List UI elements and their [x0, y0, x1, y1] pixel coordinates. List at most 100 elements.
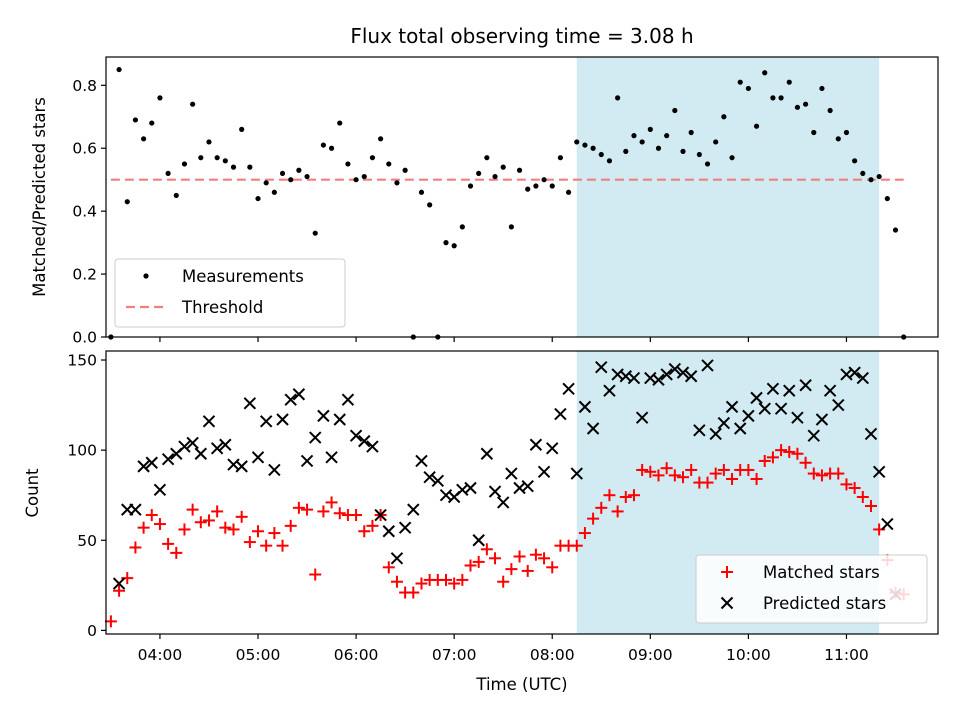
matched-star-point	[611, 505, 624, 518]
matched-star-point	[276, 539, 289, 552]
measurement-point	[762, 70, 768, 76]
matched-star-point	[660, 462, 673, 475]
matched-star-point	[726, 472, 739, 485]
predicted-star-point	[881, 517, 894, 531]
predicted-star-point	[570, 467, 583, 480]
x-tick-label: 04:00	[138, 646, 183, 664]
matched-star-point	[538, 552, 551, 565]
measurement-point	[312, 230, 318, 236]
predicted-star-point	[537, 465, 551, 478]
measurement-point	[222, 158, 228, 164]
predicted-star-point	[349, 429, 363, 442]
predicted-star-point	[276, 413, 289, 426]
measurement-point	[263, 180, 269, 186]
predicted-star-point	[578, 400, 592, 414]
predicted-star-point	[145, 456, 158, 469]
measurement-point	[451, 243, 457, 249]
matched-star-point	[219, 521, 232, 534]
y-tick-label: 0.6	[72, 140, 97, 158]
top-x-ticks	[159, 337, 848, 342]
matched-star-point	[750, 472, 763, 485]
top-panel: 0.00.20.40.60.8 Matched/Predicted stars …	[30, 56, 939, 347]
predicted-star-point	[546, 442, 559, 455]
measurement-point	[173, 192, 179, 199]
matched-star-point	[807, 467, 820, 480]
predicted-star-point	[251, 451, 265, 464]
measurement-point	[239, 126, 245, 132]
predicted-star-point	[848, 366, 861, 379]
matched-star-point	[848, 481, 861, 494]
measurement-point	[590, 145, 596, 151]
measurement-point	[402, 167, 408, 173]
measurement-point	[745, 85, 751, 92]
measurement-point	[467, 183, 474, 189]
matched-star-point	[864, 500, 877, 513]
measurement-point	[541, 177, 547, 183]
predicted-star-point	[202, 415, 216, 428]
predicted-star-point	[823, 384, 837, 397]
measurement-point	[116, 66, 122, 73]
chart-title: Flux total observing time = 3.08 h	[350, 24, 693, 48]
measurement-point	[459, 224, 465, 230]
matched-star-point	[595, 501, 608, 514]
x-axis-label: Time (UTC)	[475, 675, 567, 694]
y-tick-label: 0.4	[72, 203, 97, 221]
y-tick-label: 100	[67, 442, 97, 460]
matched-star-point	[121, 572, 134, 585]
predicted-star-point	[652, 373, 665, 387]
matched-star-point	[382, 561, 395, 574]
measurement-point	[476, 170, 482, 177]
predicted-star-point	[586, 422, 600, 435]
matched-star-point	[791, 447, 804, 460]
measurement-point	[639, 139, 645, 145]
predicted-star-point	[783, 384, 796, 397]
measurement-point	[680, 148, 686, 154]
measurement-point	[672, 107, 678, 114]
matched-star-point	[170, 546, 183, 559]
predicted-star-point	[758, 402, 771, 415]
measurement-point	[819, 85, 825, 92]
measurement-point	[132, 117, 139, 123]
measurement-point	[124, 199, 130, 205]
measurement-point	[525, 186, 531, 192]
measurements-legend-marker	[143, 273, 149, 279]
predicted-star-point	[341, 393, 355, 406]
predicted-star-point	[595, 361, 608, 374]
top-legend-box	[114, 258, 346, 328]
top-shaded-interval	[576, 57, 880, 337]
predicted-star-point	[496, 496, 510, 509]
predicted-star-point	[292, 388, 306, 401]
measurement-point	[394, 180, 400, 186]
measurement-point	[737, 79, 743, 85]
measurement-point	[557, 155, 564, 161]
predicted-star-point	[766, 382, 780, 396]
predicted-star-point	[807, 429, 820, 442]
bottom-y-ticks: 0 50 100 150	[67, 352, 106, 640]
measurement-point	[631, 133, 637, 139]
measurement-point	[794, 104, 801, 110]
measurement-point	[337, 120, 343, 126]
predicted-star-point	[774, 402, 788, 415]
measurement-point	[345, 161, 351, 167]
matched-star-point	[448, 577, 461, 590]
matched-star-point	[350, 509, 363, 522]
measurement-point	[598, 151, 604, 158]
bottom-x-ticks: 04:00 05:00 06:00 07:00 08:00 09:00 10:00 11:00	[138, 634, 869, 664]
measurement-point	[198, 155, 204, 161]
predicted-star-point	[358, 434, 371, 448]
predicted-star-point	[407, 503, 420, 516]
matched-star-point	[137, 521, 150, 534]
measurement-point	[320, 142, 326, 148]
matched-star-point	[619, 491, 632, 504]
predicted-star-point	[374, 508, 387, 522]
measurement-point	[827, 107, 833, 114]
predicted-star-point	[815, 413, 829, 426]
predicted-legend-marker	[720, 596, 734, 610]
predicted-star-point	[521, 479, 534, 493]
measurement-point	[852, 158, 858, 164]
matched-star-point	[260, 539, 273, 552]
y-tick-label: 0	[87, 622, 97, 640]
measurement-point	[190, 101, 196, 107]
top-plot-frame	[105, 56, 939, 338]
